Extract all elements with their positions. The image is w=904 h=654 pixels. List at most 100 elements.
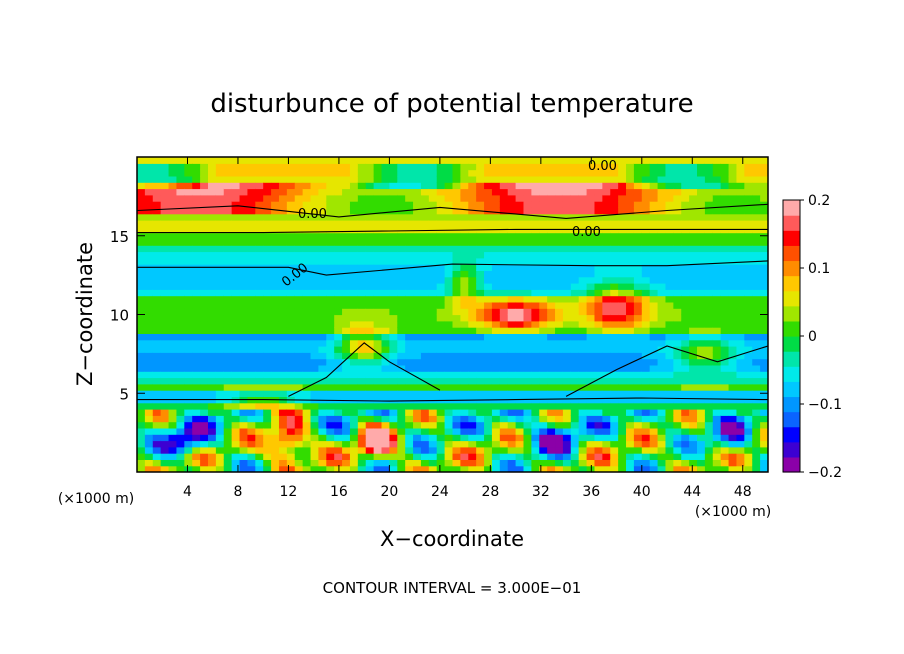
field-cell bbox=[712, 339, 722, 347]
field-cell bbox=[633, 327, 643, 334]
field-cell bbox=[326, 409, 335, 416]
field-cell bbox=[365, 364, 375, 372]
field-cell bbox=[349, 169, 359, 177]
field-cell bbox=[192, 301, 201, 309]
colorbar-swatch-12 bbox=[783, 275, 800, 292]
field-cell bbox=[294, 352, 304, 360]
field-cell bbox=[594, 327, 603, 334]
field-cell bbox=[302, 213, 312, 221]
field-cell bbox=[641, 301, 651, 309]
field-cell bbox=[594, 295, 603, 303]
field-cell bbox=[547, 276, 556, 284]
field-cell bbox=[215, 383, 225, 391]
field-cell bbox=[247, 327, 256, 334]
field-cell bbox=[736, 415, 745, 423]
field-cell bbox=[507, 371, 517, 379]
contour-label-2: 0.00 bbox=[572, 225, 601, 240]
field-cell bbox=[152, 276, 162, 284]
field-cell bbox=[657, 213, 667, 221]
field-cell bbox=[602, 169, 611, 177]
field-cell bbox=[452, 333, 461, 341]
field-cell bbox=[310, 270, 320, 278]
field-cell bbox=[649, 383, 659, 391]
field-cell bbox=[460, 358, 469, 366]
field-cell bbox=[697, 301, 706, 309]
field-cell bbox=[649, 308, 659, 316]
field-cell bbox=[641, 220, 651, 227]
field-cell bbox=[231, 327, 241, 334]
field-cell bbox=[389, 257, 398, 265]
field-cell bbox=[562, 415, 572, 423]
field-cell bbox=[649, 415, 659, 423]
field-cell bbox=[381, 295, 390, 303]
field-cell bbox=[491, 377, 501, 385]
field-cell bbox=[515, 201, 525, 208]
field-cell bbox=[310, 440, 320, 448]
field-cell bbox=[420, 157, 430, 164]
field-cell bbox=[633, 314, 643, 322]
field-cell bbox=[365, 257, 375, 265]
field-cell bbox=[247, 308, 256, 316]
field-cell bbox=[302, 238, 312, 246]
field-cell bbox=[413, 283, 422, 290]
field-cell bbox=[460, 283, 469, 290]
field-cell bbox=[184, 245, 193, 253]
field-cell bbox=[271, 446, 280, 454]
field-cell bbox=[373, 169, 383, 177]
field-cell bbox=[641, 371, 651, 379]
field-cell bbox=[476, 213, 485, 221]
field-cell bbox=[515, 308, 525, 316]
field-cell bbox=[152, 283, 162, 290]
field-cell bbox=[555, 427, 564, 435]
field-cell bbox=[176, 175, 185, 183]
field-cell bbox=[594, 427, 603, 435]
field-cell bbox=[389, 465, 398, 472]
field-cell bbox=[365, 358, 375, 366]
field-cell bbox=[610, 276, 619, 284]
field-cell bbox=[507, 257, 517, 265]
field-cell bbox=[578, 175, 588, 183]
field-cell bbox=[200, 238, 209, 246]
field-cell bbox=[389, 308, 398, 316]
field-cell bbox=[594, 402, 603, 410]
field-cell bbox=[594, 346, 603, 353]
field-cell bbox=[649, 358, 659, 366]
field-cell bbox=[184, 220, 193, 227]
field-cell bbox=[192, 427, 201, 435]
field-cell bbox=[160, 390, 170, 397]
field-cell bbox=[192, 333, 201, 341]
field-cell bbox=[294, 465, 304, 472]
field-cell bbox=[602, 415, 611, 423]
field-cell bbox=[547, 194, 556, 202]
field-cell bbox=[531, 251, 540, 259]
field-cell bbox=[649, 238, 659, 246]
field-cell bbox=[302, 446, 312, 454]
field-cell bbox=[381, 238, 390, 246]
field-cell bbox=[326, 346, 335, 353]
field-cell bbox=[231, 333, 241, 341]
field-cell bbox=[507, 270, 517, 278]
field-cell bbox=[144, 232, 154, 240]
field-cell bbox=[594, 238, 603, 246]
field-cell bbox=[137, 320, 146, 328]
field-cell bbox=[476, 220, 485, 227]
field-cell bbox=[263, 270, 272, 278]
field-cell bbox=[736, 377, 745, 385]
field-cell bbox=[602, 358, 611, 366]
field-cell bbox=[137, 339, 146, 347]
field-cell bbox=[207, 289, 217, 297]
field-cell bbox=[184, 207, 193, 215]
field-cell bbox=[507, 434, 517, 442]
field-cell bbox=[200, 283, 209, 290]
field-cell bbox=[697, 157, 706, 164]
field-cell bbox=[712, 327, 722, 334]
field-cell bbox=[310, 383, 320, 391]
x-tick-label-10: 44 bbox=[683, 484, 701, 500]
field-cell bbox=[342, 295, 351, 303]
field-cell bbox=[499, 320, 509, 328]
field-cell bbox=[349, 390, 359, 397]
field-cell bbox=[673, 289, 682, 297]
field-cell bbox=[689, 434, 698, 442]
field-cell bbox=[215, 320, 225, 328]
field-cell bbox=[436, 201, 446, 208]
